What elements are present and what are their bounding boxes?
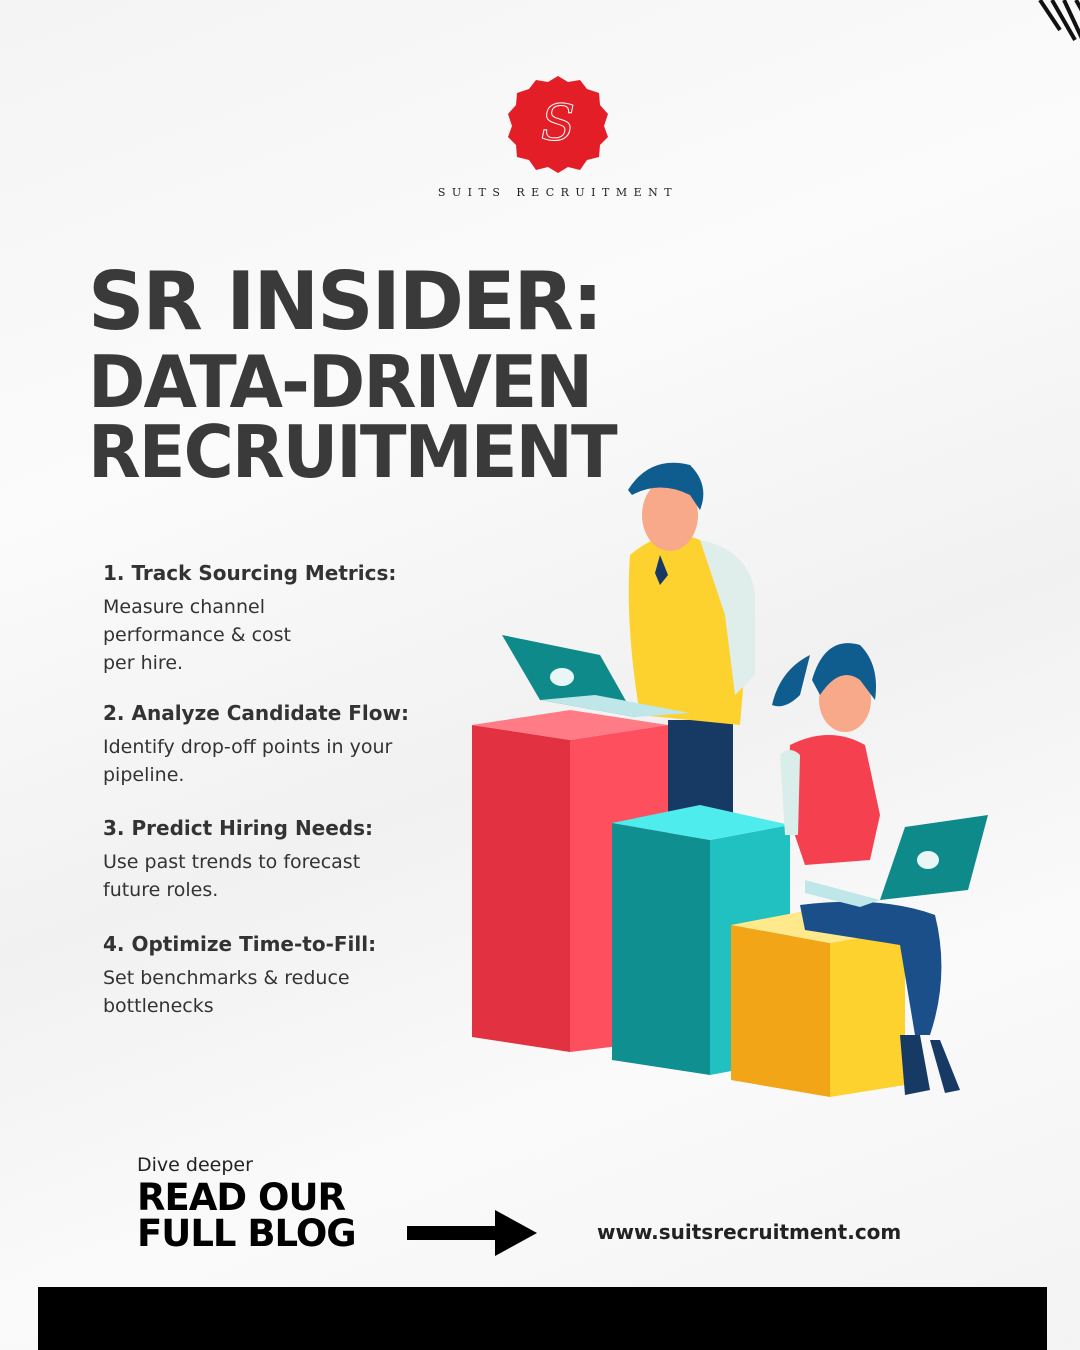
brand-monogram: S bbox=[541, 94, 575, 152]
woman-figure bbox=[772, 643, 988, 1095]
yellow-block bbox=[731, 910, 905, 1097]
tip-title: 2. Analyze Candidate Flow: bbox=[103, 701, 409, 725]
cta-line-2: FULL BLOG bbox=[137, 1212, 357, 1255]
website-link[interactable]: www.suitsrecruitment.com bbox=[597, 1220, 902, 1244]
arrow-right-icon bbox=[407, 1210, 537, 1256]
man-figure bbox=[502, 462, 755, 820]
brand-seal-logo: S bbox=[508, 76, 608, 173]
headline-line-2: DATA-DRIVEN bbox=[88, 340, 593, 424]
footer-bar bbox=[38, 1287, 1047, 1350]
headline-line-3: RECRUITMENT bbox=[88, 410, 618, 494]
corner-stripes-decoration bbox=[1038, 0, 1080, 41]
tip-4: 4. Optimize Time-to-Fill: Set benchmarks … bbox=[103, 932, 443, 1020]
cta-line-1: READ OUR bbox=[137, 1176, 346, 1219]
tip-body: Measure channel performance & cost per h… bbox=[103, 596, 291, 674]
tip-body: Identify drop-off points in your pipelin… bbox=[103, 736, 393, 786]
recruiters-illustration bbox=[472, 462, 988, 1097]
tip-body: Use past trends to forecast future roles… bbox=[103, 851, 361, 901]
brand-name: SUITS RECRUITMENT bbox=[437, 186, 679, 199]
headline-line-1: SR INSIDER: bbox=[88, 255, 603, 348]
tip-3: 3. Predict Hiring Needs: Use past trends … bbox=[103, 816, 443, 904]
tip-body: Set benchmarks & reduce bottlenecks bbox=[103, 967, 350, 1017]
tip-title: 4. Optimize Time-to-Fill: bbox=[103, 932, 377, 956]
tip-2: 2. Analyze Candidate Flow: Identify drop-… bbox=[103, 701, 443, 789]
tip-title: 3. Predict Hiring Needs: bbox=[103, 816, 374, 840]
tip-title: 1. Track Sourcing Metrics: bbox=[103, 561, 397, 585]
tip-1: 1. Track Sourcing Metrics: Measure chann… bbox=[103, 561, 443, 677]
cta-kicker: Dive deeper bbox=[137, 1154, 253, 1176]
read-blog-cta[interactable]: READ OUR FULL BLOG bbox=[137, 1176, 357, 1255]
